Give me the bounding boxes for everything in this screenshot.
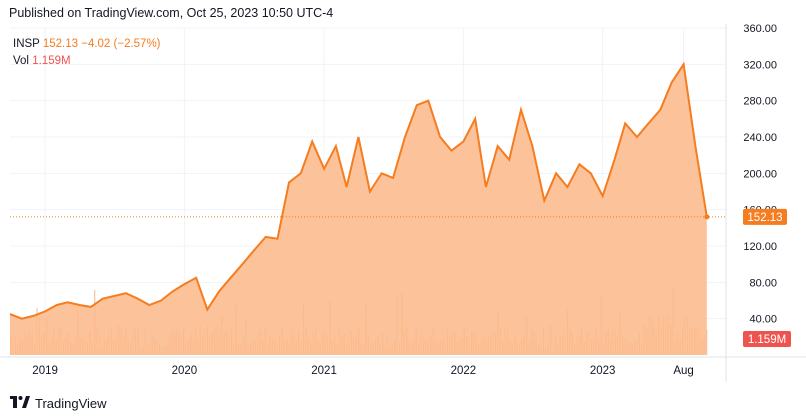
last-price-badge-text: 152.13 <box>747 212 782 224</box>
y-tick-label: 360.00 <box>743 24 777 35</box>
y-tick-label: 320.00 <box>743 59 777 71</box>
x-tick-label: Aug <box>673 365 693 377</box>
time-axis[interactable]: 2019 2020 2021 2022 2023 Aug <box>0 356 806 377</box>
price-axis[interactable]: 40.0080.00120.00160.00200.00240.00280.00… <box>725 23 777 382</box>
y-tick-label: 280.00 <box>743 96 777 108</box>
x-tick-label: 2021 <box>311 365 337 377</box>
footer-brand-text: TradingView <box>35 395 107 411</box>
y-tick-label: 120.00 <box>743 241 777 253</box>
axis-badges: 152.13 1.159M <box>743 208 791 347</box>
x-tick-label: 2019 <box>32 365 58 377</box>
legend-vol-value: 1.159M <box>32 55 71 67</box>
legend-volume-row: Vol 1.159M <box>13 53 161 70</box>
price-line <box>9 61 708 320</box>
x-tick-label: 2020 <box>172 365 198 377</box>
price-chart-svg: 40.0080.00120.00160.00200.00240.00280.00… <box>0 23 806 382</box>
y-tick-label: 80.00 <box>749 277 777 289</box>
y-tick-label: 200.00 <box>743 168 777 180</box>
last-price-marker <box>704 214 710 220</box>
published-caption: Published on TradingView.com, Oct 25, 20… <box>9 6 334 20</box>
legend-symbol[interactable]: INSP <box>13 38 40 50</box>
chart-legend: INSP 152.13 −4.02 (−2.57%) Vol 1.159M <box>13 36 161 70</box>
legend-vol-label[interactable]: Vol <box>13 55 29 67</box>
y-tick-label: 40.00 <box>749 314 777 326</box>
legend-price: 152.13 <box>42 38 79 50</box>
volume-badge-text: 1.159M <box>748 334 786 346</box>
price-area-fill <box>10 64 707 356</box>
chart-area[interactable]: 40.0080.00120.00160.00200.00240.00280.00… <box>0 23 806 382</box>
x-tick-label: 2023 <box>590 365 616 377</box>
y-tick-label: 240.00 <box>743 132 777 144</box>
legend-price-row: INSP 152.13 −4.02 (−2.57%) <box>13 36 161 53</box>
x-tick-label: 2022 <box>451 365 477 377</box>
last-price-badge <box>743 208 787 225</box>
legend-change: −4.02 (−2.57%) <box>81 38 161 50</box>
volume-badge <box>743 331 791 347</box>
tradingview-logo-icon <box>10 395 30 411</box>
footer-brand[interactable]: TradingView <box>10 395 107 411</box>
